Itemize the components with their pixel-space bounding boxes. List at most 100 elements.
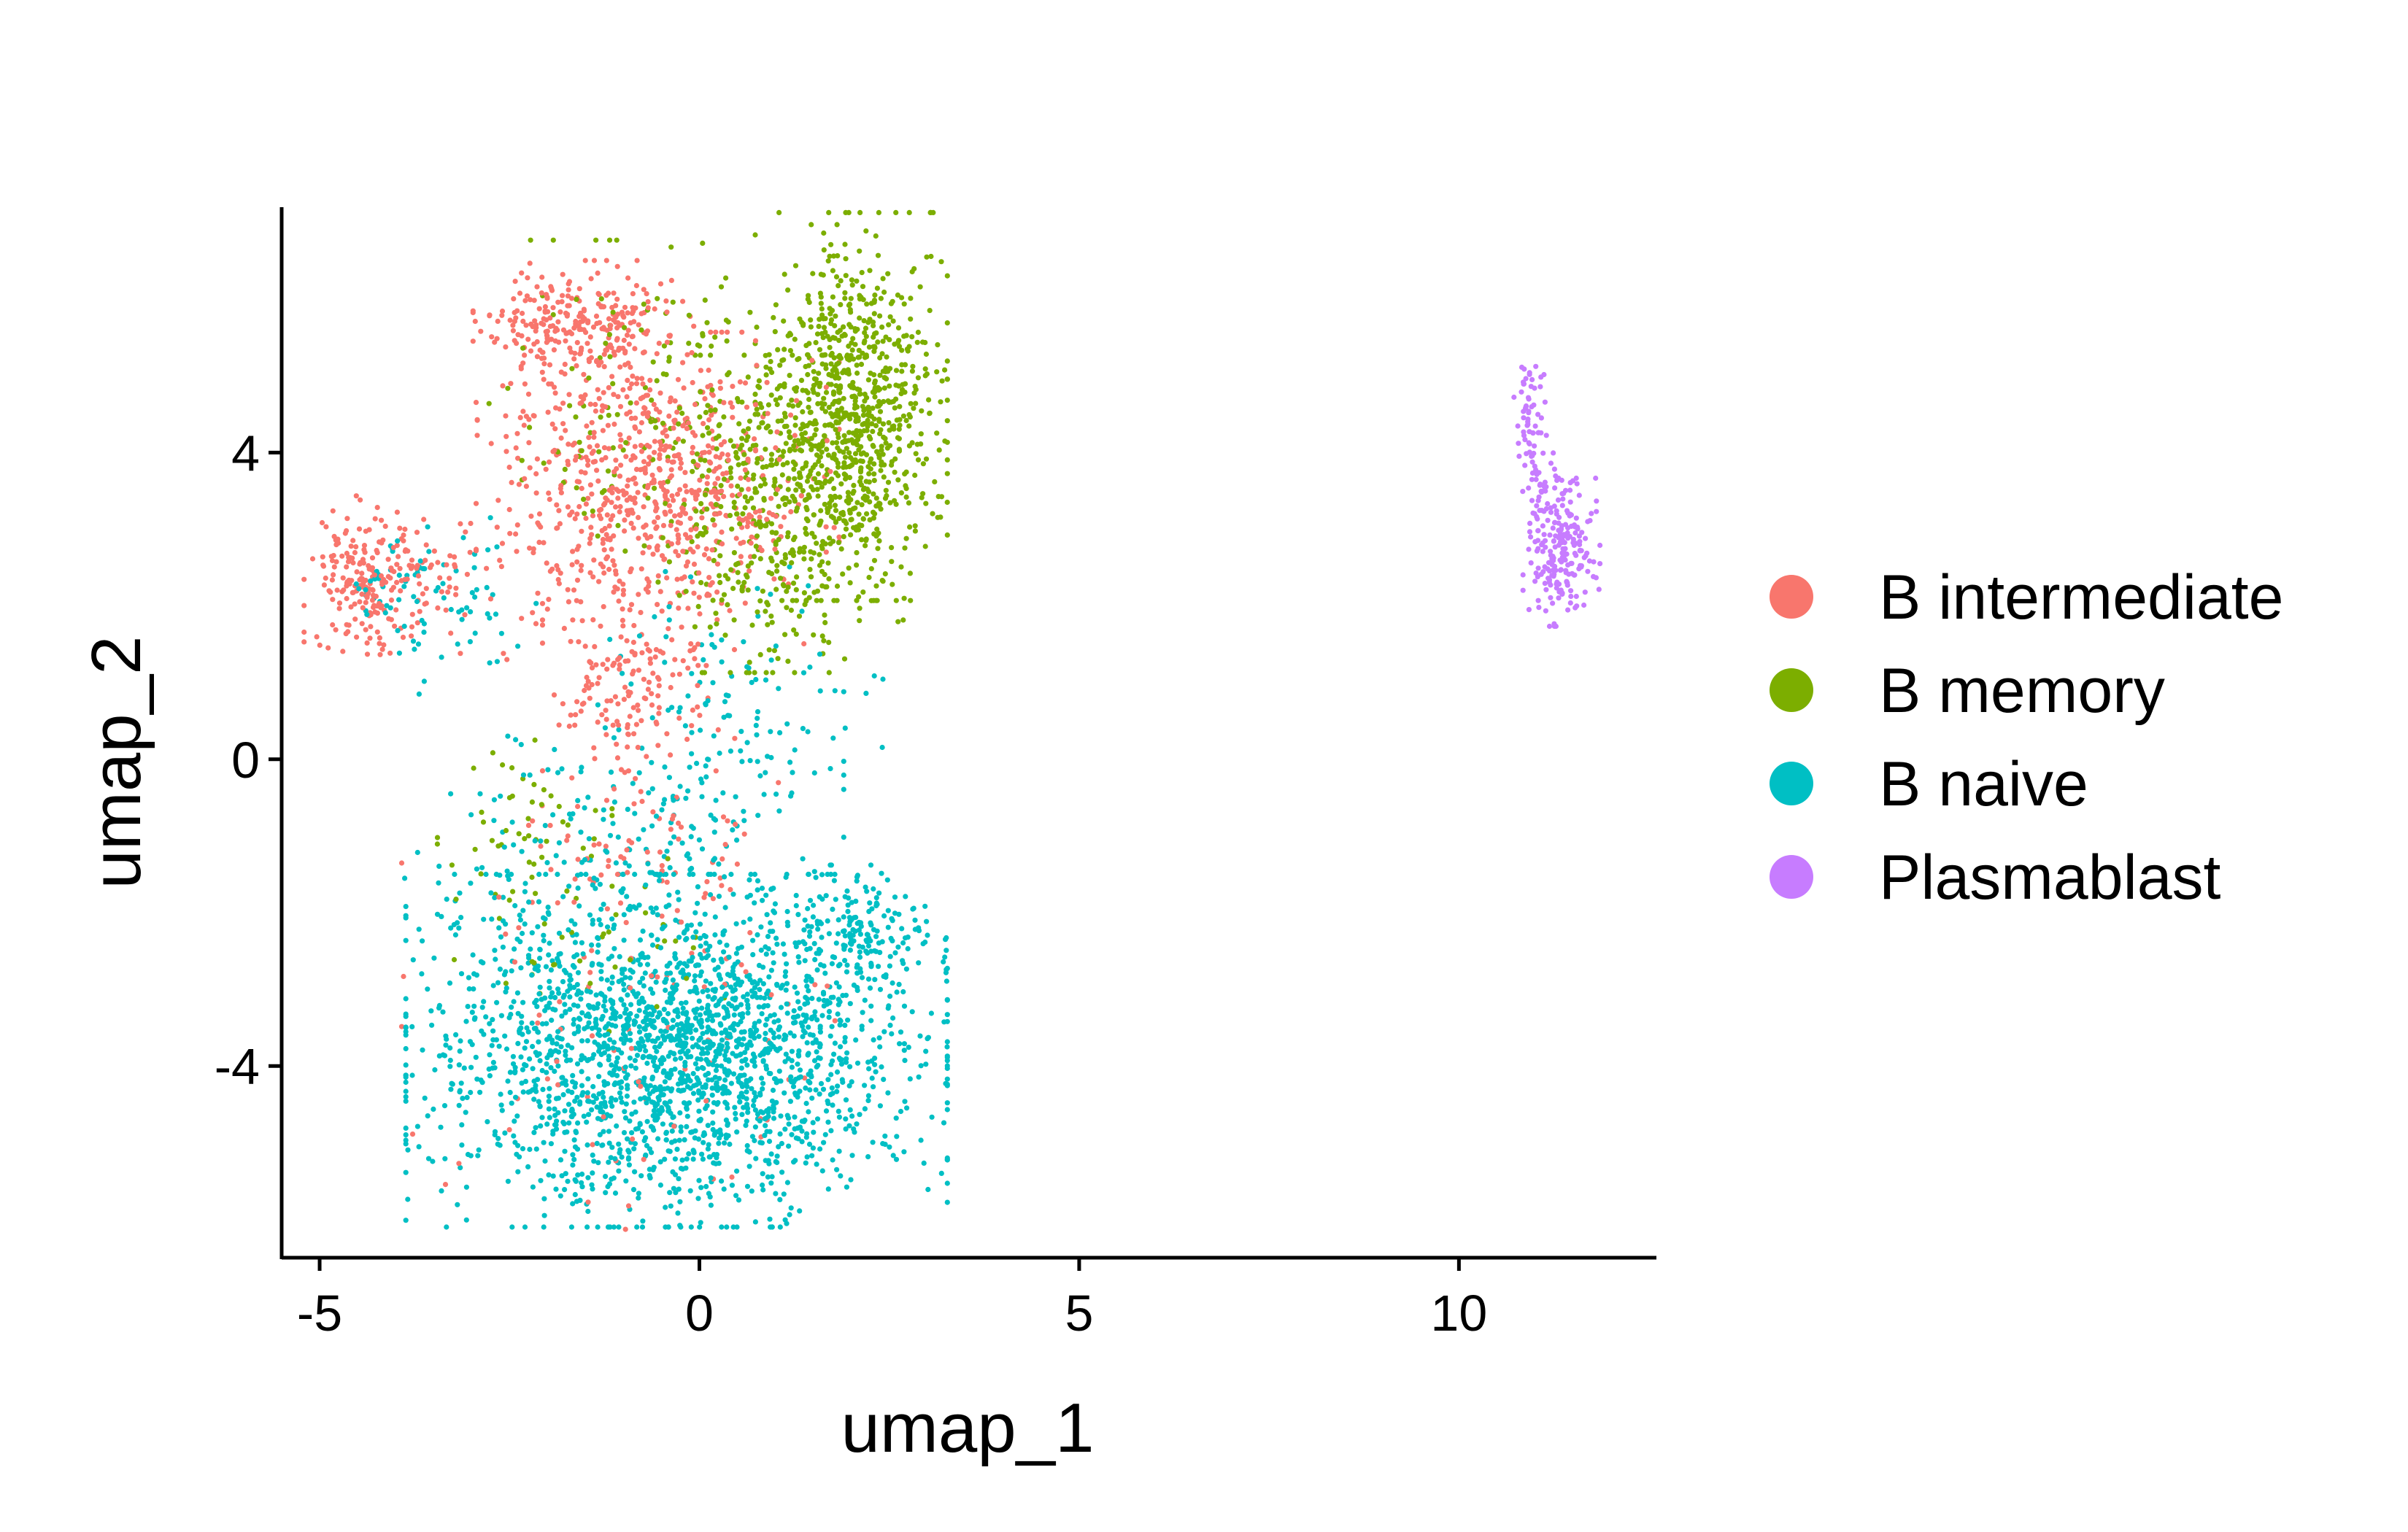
scatter-point (890, 980, 895, 986)
scatter-point (809, 222, 814, 228)
scatter-point (664, 848, 670, 854)
scatter-point (587, 541, 593, 546)
scatter-point (828, 241, 834, 247)
scatter-point (447, 584, 452, 590)
scatter-point (633, 425, 638, 431)
scatter-point (781, 449, 787, 454)
scatter-point (846, 895, 852, 901)
scatter-point (1548, 509, 1554, 515)
scatter-point (602, 1025, 609, 1031)
scatter-point (1529, 459, 1535, 465)
scatter-point (859, 522, 865, 529)
scatter-point (538, 843, 544, 849)
scatter-point (519, 1080, 525, 1086)
scatter-point (403, 1045, 409, 1052)
scatter-point (547, 985, 552, 991)
scatter-point (836, 1108, 841, 1114)
scatter-point (596, 675, 602, 681)
scatter-point (908, 401, 914, 406)
scatter-point (880, 276, 886, 282)
scatter-point (550, 312, 556, 317)
scatter-point (752, 391, 758, 398)
scatter-point (811, 376, 817, 382)
scatter-point (417, 581, 422, 587)
scatter-point (568, 1224, 575, 1230)
scatter-point (607, 1037, 613, 1042)
scatter-point (563, 1052, 568, 1059)
scatter-point (758, 947, 764, 953)
scatter-point (628, 415, 635, 422)
scatter-point (623, 920, 629, 926)
scatter-point (618, 634, 624, 640)
scatter-point (774, 568, 780, 574)
scatter-point (812, 956, 818, 962)
scatter-point (734, 1168, 740, 1174)
scatter-point (655, 1014, 661, 1020)
scatter-point (435, 560, 441, 565)
scatter-point (817, 552, 822, 557)
scatter-point (745, 1105, 751, 1112)
scatter-point (564, 888, 570, 894)
scatter-point (657, 1159, 663, 1165)
scatter-point (720, 814, 727, 820)
scatter-point (749, 1188, 755, 1194)
scatter-point (819, 633, 825, 639)
scatter-point (716, 861, 722, 867)
scatter-point (845, 490, 851, 495)
scatter-point (569, 562, 575, 568)
scatter-point (724, 1040, 730, 1046)
scatter-point (690, 1091, 697, 1096)
scatter-point (481, 999, 487, 1005)
scatter-point (423, 586, 429, 592)
scatter-point (444, 562, 449, 568)
scatter-point (821, 247, 827, 253)
scatter-point (643, 910, 649, 916)
scatter-point (871, 478, 877, 484)
scatter-point (673, 549, 679, 554)
scatter-point (815, 1062, 821, 1068)
scatter-point (595, 270, 601, 276)
scatter-point (590, 921, 595, 927)
scatter-point (801, 549, 807, 555)
scatter-point (655, 1136, 661, 1142)
scatter-point (867, 517, 873, 523)
scatter-point (846, 450, 852, 456)
scatter-point (794, 990, 800, 996)
scatter-point (729, 1183, 736, 1188)
scatter-point (662, 764, 668, 770)
scatter-point (868, 1003, 874, 1009)
scatter-point (803, 1013, 809, 1018)
scatter-point (664, 1073, 670, 1079)
scatter-point (536, 871, 542, 878)
scatter-point (672, 1156, 679, 1162)
scatter-point (596, 579, 602, 584)
scatter-point (697, 1224, 703, 1230)
scatter-point (490, 592, 495, 597)
scatter-point (846, 430, 852, 436)
scatter-point (730, 1023, 736, 1029)
scatter-point (881, 913, 887, 919)
scatter-point (590, 513, 596, 519)
scatter-point (490, 750, 496, 756)
scatter-point (587, 912, 593, 918)
scatter-point (854, 370, 860, 376)
scatter-point (632, 871, 638, 878)
scatter-point (880, 338, 886, 344)
scatter-point (902, 1058, 908, 1064)
scatter-point (873, 233, 879, 239)
scatter-point (811, 1058, 818, 1064)
scatter-point (587, 482, 594, 488)
scatter-point (456, 1062, 462, 1068)
scatter-point (903, 469, 909, 475)
scatter-point (873, 900, 879, 906)
scatter-point (605, 1031, 611, 1037)
scatter-point (564, 313, 570, 319)
scatter-point (559, 935, 565, 940)
scatter-point (651, 1127, 657, 1133)
scatter-point (618, 997, 624, 1002)
scatter-point (717, 875, 723, 881)
scatter-point (587, 970, 593, 975)
scatter-point (878, 506, 884, 512)
scatter-point (528, 946, 533, 952)
scatter-point (618, 854, 624, 859)
